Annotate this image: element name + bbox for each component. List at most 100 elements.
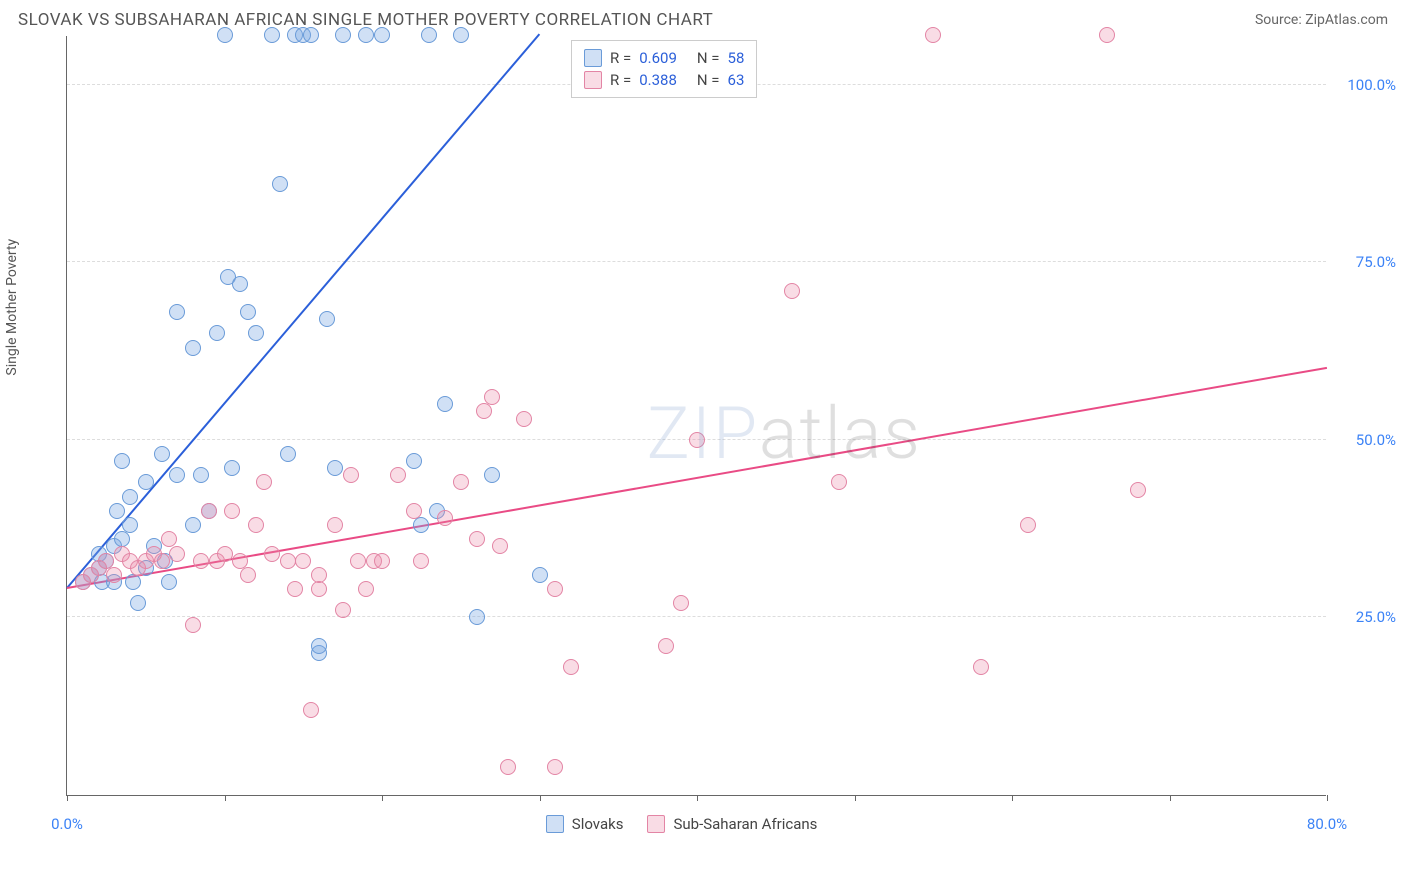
plot-region: 25.0%50.0%75.0%100.0%0.0%80.0%ZIPatlasR … xyxy=(66,36,1326,796)
data-point xyxy=(256,474,272,490)
data-point xyxy=(406,503,422,519)
data-point xyxy=(169,304,185,320)
data-point xyxy=(453,27,469,43)
x-tick-mark xyxy=(225,795,226,801)
y-tick-label: 50.0% xyxy=(1336,431,1396,449)
data-point xyxy=(358,581,374,597)
data-point xyxy=(437,510,453,526)
data-point xyxy=(193,467,209,483)
data-point xyxy=(224,503,240,519)
data-point xyxy=(185,517,201,533)
y-tick-label: 100.0% xyxy=(1336,76,1396,94)
stat-n-label: N = xyxy=(697,71,720,89)
x-tick-label: 80.0% xyxy=(1307,815,1347,833)
data-point xyxy=(413,517,429,533)
data-point xyxy=(484,389,500,405)
data-point xyxy=(122,517,138,533)
data-point xyxy=(469,609,485,625)
x-tick-mark xyxy=(540,795,541,801)
x-tick-mark xyxy=(1170,795,1171,801)
data-point xyxy=(658,638,674,654)
stat-r-label: R = xyxy=(610,71,631,89)
data-point xyxy=(272,176,288,192)
data-point xyxy=(295,553,311,569)
data-point xyxy=(287,581,303,597)
data-point xyxy=(240,304,256,320)
data-point xyxy=(240,567,256,583)
data-point xyxy=(973,659,989,675)
data-point xyxy=(185,340,201,356)
data-point xyxy=(784,283,800,299)
data-point xyxy=(374,553,390,569)
data-point xyxy=(185,617,201,633)
data-point xyxy=(154,446,170,462)
data-point xyxy=(114,453,130,469)
legend-label: Sub-Saharan Africans xyxy=(673,815,817,833)
data-point xyxy=(492,538,508,554)
data-point xyxy=(209,325,225,341)
data-point xyxy=(673,595,689,611)
data-point xyxy=(532,567,548,583)
data-point xyxy=(831,474,847,490)
data-point xyxy=(516,411,532,427)
stats-box: R = 0.609N = 58R = 0.388N = 63 xyxy=(571,40,757,98)
legend-swatch xyxy=(647,815,665,833)
data-point xyxy=(1130,482,1146,498)
data-point xyxy=(1099,27,1115,43)
header: SLOVAK VS SUBSAHARAN AFRICAN SINGLE MOTH… xyxy=(0,0,1406,36)
data-point xyxy=(311,638,327,654)
data-point xyxy=(350,553,366,569)
x-tick-mark xyxy=(382,795,383,801)
x-tick-mark xyxy=(855,795,856,801)
data-point xyxy=(563,659,579,675)
data-point xyxy=(547,581,563,597)
y-tick-label: 25.0% xyxy=(1336,608,1396,626)
data-point xyxy=(689,432,705,448)
data-point xyxy=(484,467,500,483)
stat-n-value: 58 xyxy=(728,49,745,67)
data-point xyxy=(469,531,485,547)
x-tick-mark xyxy=(1012,795,1013,801)
y-axis-label: Single Mother Poverty xyxy=(4,239,20,376)
data-point xyxy=(232,276,248,292)
data-point xyxy=(161,574,177,590)
data-point xyxy=(500,759,516,775)
stats-row: R = 0.609 N = 58 xyxy=(584,47,744,69)
data-point xyxy=(476,403,492,419)
data-point xyxy=(335,27,351,43)
y-tick-label: 75.0% xyxy=(1336,253,1396,271)
data-point xyxy=(201,503,217,519)
data-point xyxy=(335,602,351,618)
data-point xyxy=(413,553,429,569)
data-point xyxy=(327,460,343,476)
data-point xyxy=(217,27,233,43)
legend-bottom: Slovaks Sub-Saharan Africans xyxy=(546,815,818,833)
data-point xyxy=(264,27,280,43)
x-tick-mark xyxy=(1327,795,1328,801)
legend-item: Slovaks xyxy=(546,815,624,833)
data-point xyxy=(421,27,437,43)
legend-swatch xyxy=(584,71,602,89)
legend-item: Sub-Saharan Africans xyxy=(647,815,817,833)
data-point xyxy=(169,467,185,483)
data-point xyxy=(311,581,327,597)
legend-swatch xyxy=(584,49,602,67)
gridline xyxy=(67,616,1326,617)
stat-r-value: 0.388 xyxy=(639,71,677,89)
data-point xyxy=(1020,517,1036,533)
data-point xyxy=(358,27,374,43)
data-point xyxy=(125,574,141,590)
x-tick-label: 0.0% xyxy=(51,815,83,833)
data-point xyxy=(169,546,185,562)
data-point xyxy=(437,396,453,412)
stat-n-label: N = xyxy=(697,49,720,67)
stat-r-value: 0.609 xyxy=(639,49,677,67)
data-point xyxy=(303,702,319,718)
data-point xyxy=(224,460,240,476)
data-point xyxy=(406,453,422,469)
data-point xyxy=(193,553,209,569)
stat-r-label: R = xyxy=(610,49,631,67)
source-label: Source: ZipAtlas.com xyxy=(1255,12,1388,28)
data-point xyxy=(106,567,122,583)
chart-area: Single Mother Poverty 25.0%50.0%75.0%100… xyxy=(18,36,1388,836)
